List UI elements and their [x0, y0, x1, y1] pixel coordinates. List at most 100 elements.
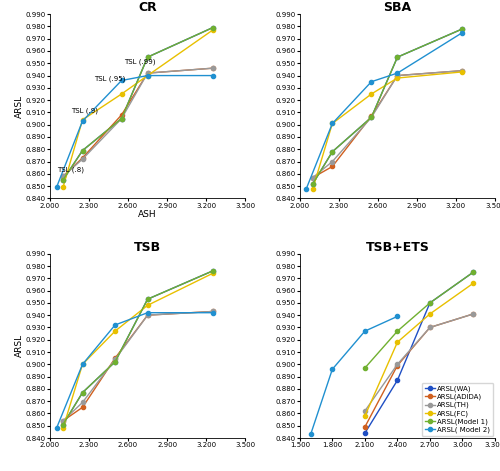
ARSL( Model 2) — [394, 70, 400, 76]
ARSL(Model 1) — [210, 268, 216, 274]
ARSL( Model 2) — [144, 73, 150, 78]
ARSL(TH) — [60, 173, 66, 179]
Text: TSL (.99): TSL (.99) — [124, 58, 156, 65]
ARSL(TH) — [368, 114, 374, 120]
ARSL(FC) — [118, 91, 124, 97]
ARSL( Model 2) — [330, 366, 336, 372]
ARSL(WA) — [60, 177, 66, 183]
ARSL(TH) — [394, 73, 400, 78]
Line: ARSL(WA): ARSL(WA) — [61, 269, 214, 427]
ARSL(WA) — [144, 296, 150, 302]
ARSL(TH) — [394, 361, 400, 367]
ARSL(TH) — [310, 175, 316, 180]
ARSL(Model 1) — [470, 269, 476, 275]
ARSL(WA) — [368, 114, 374, 120]
ARSL(TH) — [80, 399, 86, 405]
ARSL(ADIDA) — [310, 175, 316, 180]
ARSL(ADIDA) — [144, 70, 150, 76]
ARSL(FC) — [427, 311, 433, 317]
ARSL(FC) — [394, 340, 400, 345]
ARSL(FC) — [144, 302, 150, 308]
Line: ARSL(FC): ARSL(FC) — [61, 271, 214, 430]
ARSL(ADIDA) — [460, 68, 466, 73]
Line: ARSL( Model 2): ARSL( Model 2) — [54, 73, 214, 189]
Line: ARSL( Model 2): ARSL( Model 2) — [304, 31, 464, 191]
Line: ARSL(ADIDA): ARSL(ADIDA) — [61, 66, 214, 179]
ARSL(FC) — [112, 328, 118, 334]
ARSL(TH) — [210, 65, 216, 71]
ARSL(ADIDA) — [394, 363, 400, 368]
ARSL(ADIDA) — [60, 418, 66, 423]
ARSL(WA) — [460, 26, 466, 32]
ARSL(Model 1) — [80, 390, 86, 395]
ARSL(FC) — [80, 361, 86, 367]
Line: ARSL(WA): ARSL(WA) — [363, 270, 476, 435]
ARSL(TH) — [80, 156, 86, 162]
Line: ARSL( Model 2): ARSL( Model 2) — [308, 314, 400, 437]
ARSL(Model 1) — [394, 54, 400, 60]
ARSL(FC) — [310, 186, 316, 191]
Line: ARSL(FC): ARSL(FC) — [311, 70, 464, 191]
ARSL( Model 2) — [330, 121, 336, 126]
Title: CR: CR — [138, 1, 157, 14]
ARSL(FC) — [460, 69, 466, 75]
ARSL(WA) — [112, 359, 118, 365]
ARSL(Model 1) — [460, 26, 466, 32]
ARSL(WA) — [144, 54, 150, 60]
ARSL( Model 2) — [368, 79, 374, 84]
ARSL(Model 1) — [362, 365, 368, 371]
ARSL(TH) — [112, 357, 118, 362]
ARSL(WA) — [330, 149, 336, 154]
ARSL(Model 1) — [427, 300, 433, 306]
Title: TSB: TSB — [134, 241, 161, 254]
ARSL(FC) — [470, 280, 476, 286]
ARSL(WA) — [80, 390, 86, 395]
ARSL(FC) — [60, 425, 66, 431]
ARSL(ADIDA) — [144, 312, 150, 318]
ARSL(FC) — [144, 73, 150, 78]
X-axis label: ASH: ASH — [138, 210, 157, 219]
ARSL(FC) — [362, 413, 368, 419]
Legend: ARSL(WA), ARSL(ADIDA), ARSL(TH), ARSL(FC), ARSL(Model 1), ARSL( Model 2): ARSL(WA), ARSL(ADIDA), ARSL(TH), ARSL(FC… — [422, 383, 493, 436]
ARSL(TH) — [144, 70, 150, 76]
Y-axis label: ARSL: ARSL — [15, 95, 24, 118]
Text: TSL (.95): TSL (.95) — [94, 75, 126, 82]
ARSL( Model 2) — [54, 185, 60, 190]
Title: SBA: SBA — [384, 1, 411, 14]
Line: ARSL(TH): ARSL(TH) — [61, 66, 214, 179]
ARSL(TH) — [60, 418, 66, 423]
Line: ARSL(ADIDA): ARSL(ADIDA) — [311, 69, 464, 179]
Line: ARSL(WA): ARSL(WA) — [311, 27, 464, 186]
ARSL(WA) — [60, 422, 66, 427]
ARSL( Model 2) — [144, 310, 150, 316]
Line: ARSL(WA): ARSL(WA) — [61, 25, 214, 182]
ARSL(WA) — [427, 300, 433, 306]
ARSL(WA) — [80, 148, 86, 154]
ARSL(Model 1) — [80, 148, 86, 154]
ARSL(ADIDA) — [112, 355, 118, 361]
ARSL(WA) — [362, 430, 368, 436]
Line: ARSL(ADIDA): ARSL(ADIDA) — [363, 312, 476, 429]
Line: ARSL(TH): ARSL(TH) — [61, 309, 214, 423]
ARSL( Model 2) — [394, 314, 400, 319]
ARSL(FC) — [210, 27, 216, 33]
ARSL(Model 1) — [144, 296, 150, 302]
ARSL(Model 1) — [60, 422, 66, 427]
ARSL(TH) — [460, 68, 466, 73]
Line: ARSL(FC): ARSL(FC) — [363, 281, 476, 418]
ARSL(TH) — [362, 408, 368, 414]
ARSL(FC) — [368, 91, 374, 97]
ARSL(ADIDA) — [80, 405, 86, 410]
ARSL(FC) — [80, 117, 86, 122]
ARSL(FC) — [394, 75, 400, 81]
ARSL(ADIDA) — [210, 65, 216, 71]
ARSL(TH) — [470, 311, 476, 317]
ARSL(WA) — [210, 25, 216, 31]
ARSL(Model 1) — [60, 177, 66, 183]
Line: ARSL(TH): ARSL(TH) — [363, 312, 476, 413]
ARSL(WA) — [470, 269, 476, 275]
ARSL( Model 2) — [80, 361, 86, 367]
ARSL(WA) — [394, 377, 400, 383]
ARSL(Model 1) — [310, 181, 316, 187]
ARSL(Model 1) — [210, 25, 216, 31]
